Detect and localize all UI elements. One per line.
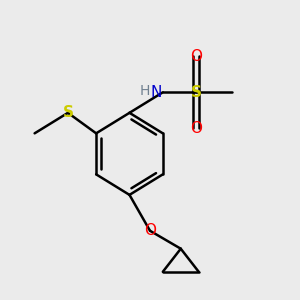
Text: N: N xyxy=(151,85,162,100)
Text: O: O xyxy=(144,223,156,238)
Text: S: S xyxy=(191,85,202,100)
Text: H: H xyxy=(140,84,150,98)
Text: O: O xyxy=(190,49,202,64)
Text: S: S xyxy=(62,105,74,120)
Text: O: O xyxy=(190,121,202,136)
